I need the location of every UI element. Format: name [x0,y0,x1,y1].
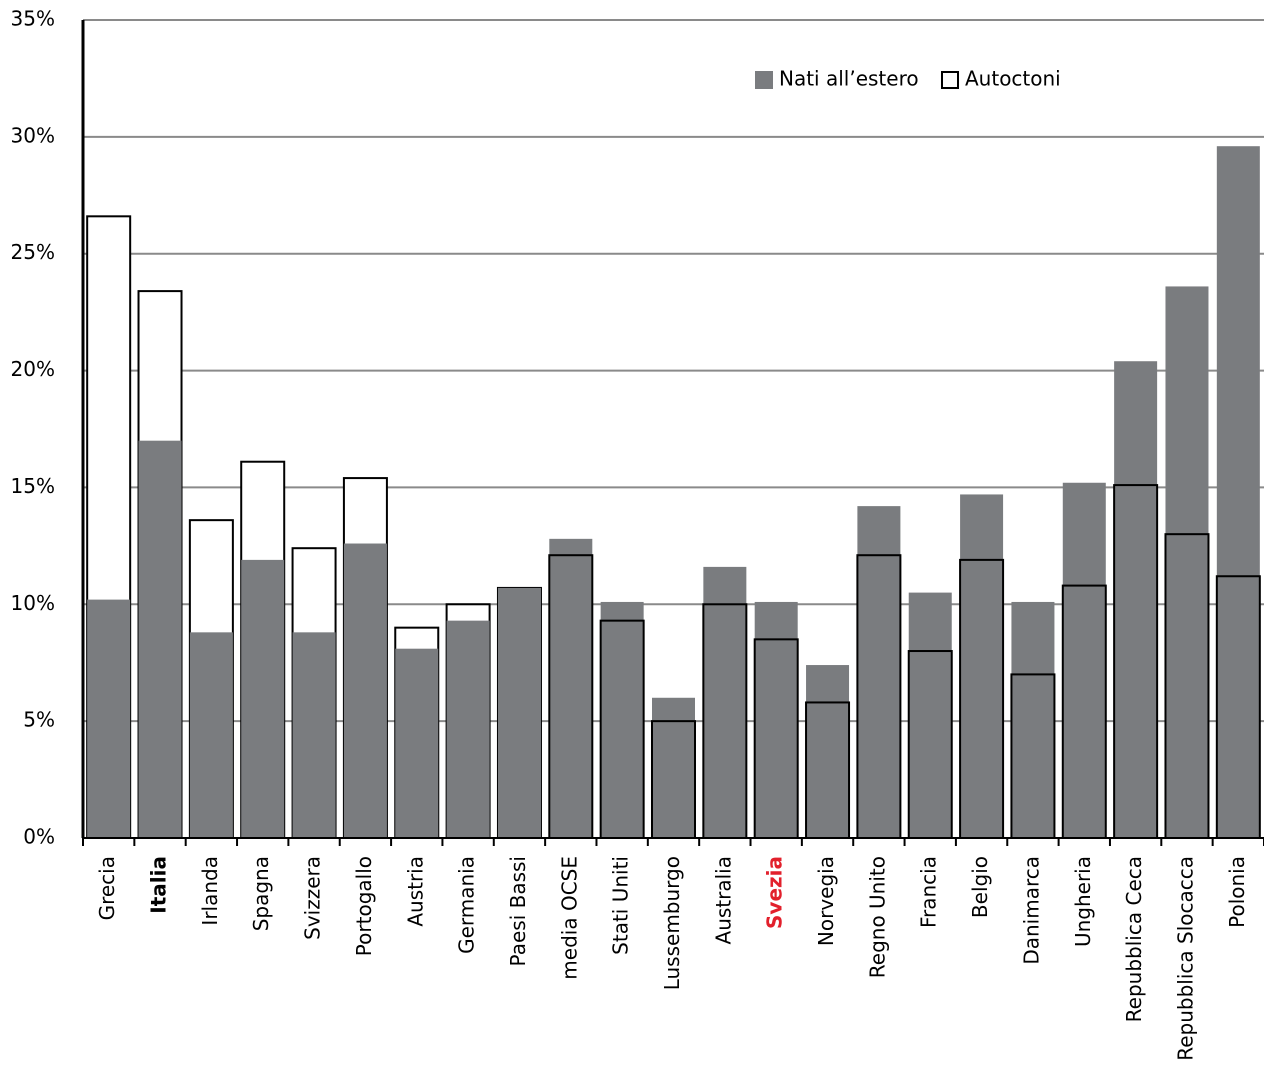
x-tick-label: Portogallo [352,856,376,956]
y-tick-label: 20% [11,357,55,381]
y-tick-label: 35% [11,7,55,31]
x-tick-label: Germania [455,856,479,954]
y-tick-label: 5% [23,708,55,732]
bar-foreign-born [703,566,747,838]
bar-foreign-born [1216,146,1260,839]
x-tick-label: media OCSE [557,856,581,980]
bar-foreign-born [754,601,798,838]
legend-label: Nati all’estero [779,67,919,91]
x-tick-label: Grecia [95,856,119,920]
legend-swatch [941,71,959,89]
x-tick-label: Belgio [968,856,992,918]
bar-foreign-born [549,538,593,838]
y-tick-label: 10% [11,591,55,615]
bar-foreign-born [395,648,439,838]
x-tick-label: Repubblica Ceca [1122,856,1146,1022]
bar-foreign-born [1114,361,1158,838]
x-tick-label: Paesi Bassi [506,856,530,966]
y-tick-label: 25% [11,240,55,264]
legend-swatch [755,71,773,89]
x-tick-label: Austria [403,856,427,927]
x-tick-label: Stati Uniti [609,856,633,955]
x-tick-label: Regno Unito [865,856,889,978]
bar-foreign-born [857,506,901,838]
bar-foreign-born [343,543,387,838]
x-tick-label: Irlanda [198,856,222,926]
x-tick-label: Svezia [763,856,787,929]
x-tick-label: Francia [917,856,941,928]
bar-foreign-born [189,632,233,838]
x-tick-label: Italia [147,856,171,914]
bar-foreign-born [600,601,644,838]
x-tick-label: Norvegia [814,856,838,946]
x-tick-label: Ungheria [1071,856,1095,947]
bar-foreign-born [292,632,336,838]
x-tick-label: Svizzera [301,856,325,940]
bar-foreign-born [1165,286,1209,838]
x-tick-label: Australia [711,856,735,944]
bar-foreign-born [241,559,285,838]
x-tick-label: Lussemburgo [660,856,684,990]
bar-foreign-born [806,665,850,838]
bar-foreign-born [138,440,182,838]
bar-foreign-born [87,599,131,838]
x-tick-label: Danimarca [1019,856,1043,965]
bar-foreign-born [446,620,490,838]
bar-foreign-born [497,587,541,838]
bar-foreign-born [960,494,1004,838]
y-tick-label: 15% [11,474,55,498]
y-tick-label: 0% [23,825,55,849]
bar-foreign-born [1062,482,1106,838]
x-tick-label: Repubblica Slocacca [1173,856,1197,1061]
bar-foreign-born [908,592,952,838]
bar-foreign-born [652,697,695,838]
legend-label: Autoctoni [965,67,1061,91]
y-tick-label: 30% [11,123,55,147]
bar-foreign-born [1011,601,1055,838]
x-tick-label: Polonia [1225,856,1249,928]
x-tick-label: Spagna [249,856,273,931]
